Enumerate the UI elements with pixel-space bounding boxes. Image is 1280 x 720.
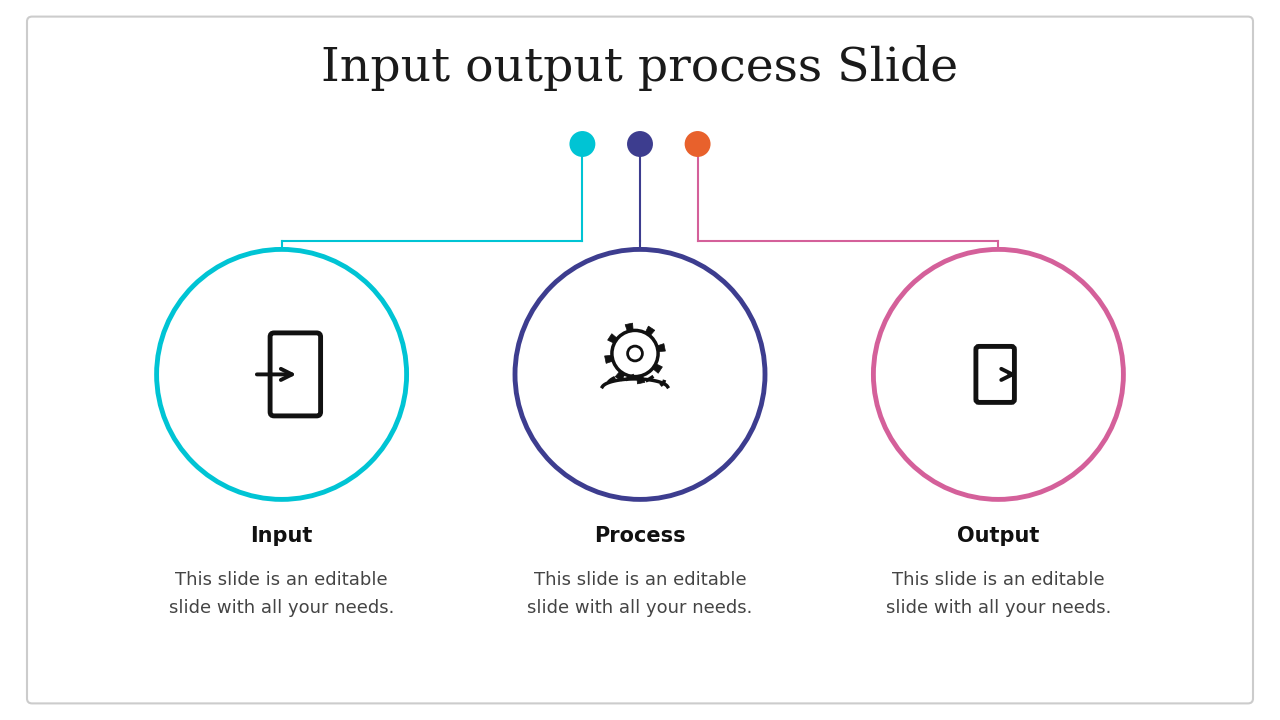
Text: This slide is an editable
slide with all your needs.: This slide is an editable slide with all… [527,571,753,617]
Circle shape [612,330,658,377]
Polygon shape [645,326,655,336]
Circle shape [570,131,595,157]
Polygon shape [608,334,617,343]
Text: This slide is an editable
slide with all your needs.: This slide is an editable slide with all… [886,571,1111,617]
Circle shape [627,131,653,157]
Circle shape [156,249,407,500]
Text: Output: Output [957,526,1039,546]
Circle shape [685,131,710,157]
FancyBboxPatch shape [975,346,1015,402]
Text: Input output process Slide: Input output process Slide [321,45,959,91]
Text: This slide is an editable
slide with all your needs.: This slide is an editable slide with all… [169,571,394,617]
Polygon shape [653,364,662,373]
Circle shape [515,249,765,500]
Circle shape [873,249,1124,500]
FancyBboxPatch shape [270,333,320,416]
Circle shape [627,346,643,361]
Polygon shape [625,323,634,332]
Polygon shape [657,343,666,351]
FancyBboxPatch shape [27,17,1253,703]
Text: Input: Input [251,526,312,546]
Text: Process: Process [594,526,686,546]
Polygon shape [616,371,625,381]
Polygon shape [604,356,613,364]
Polygon shape [637,375,645,384]
